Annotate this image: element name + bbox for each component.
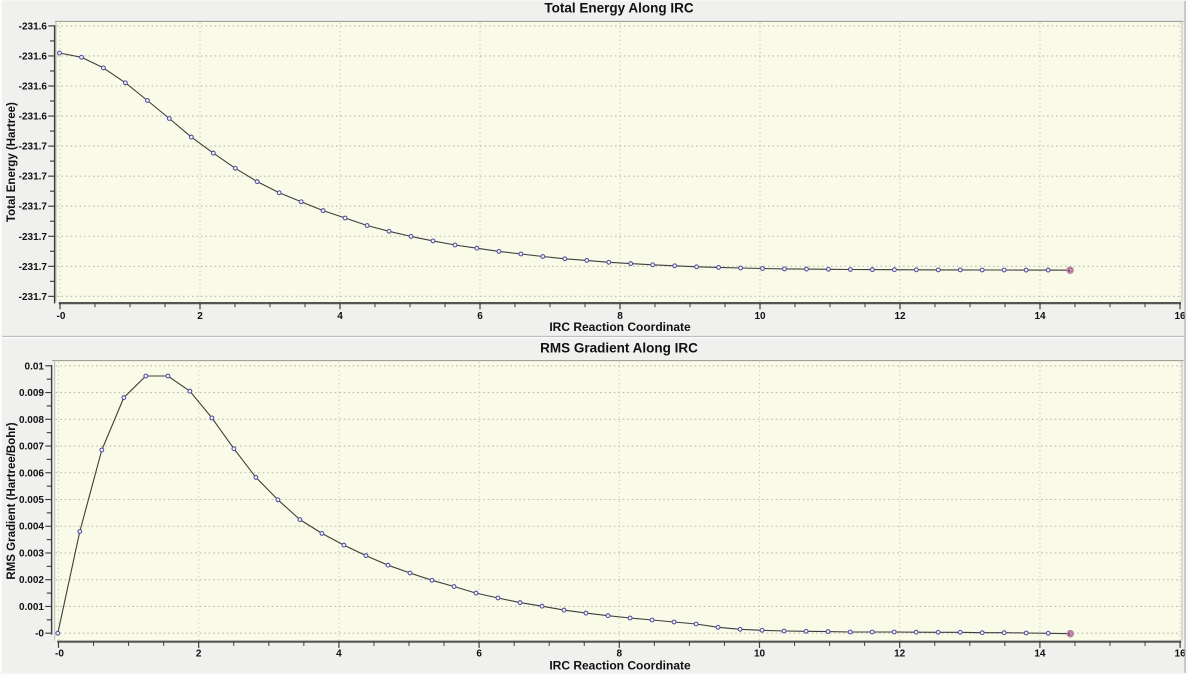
svg-text:0.009: 0.009 xyxy=(19,388,44,399)
svg-text:8: 8 xyxy=(617,649,623,660)
svg-text:6: 6 xyxy=(477,311,483,322)
svg-text:-231.6: -231.6 xyxy=(19,51,48,62)
svg-text:0.01: 0.01 xyxy=(25,361,45,372)
svg-text:-231.7: -231.7 xyxy=(19,232,48,243)
svg-text:-231.7: -231.7 xyxy=(19,172,48,183)
svg-text:0.002: 0.002 xyxy=(19,575,44,586)
svg-text:0.003: 0.003 xyxy=(19,548,44,559)
svg-text:8: 8 xyxy=(617,311,623,322)
svg-text:IRC Reaction Coordinate: IRC Reaction Coordinate xyxy=(549,320,691,334)
svg-text:-231.7: -231.7 xyxy=(19,202,48,213)
svg-text:Total Energy (Hartree): Total Energy (Hartree) xyxy=(6,102,18,222)
svg-text:-0: -0 xyxy=(35,629,44,640)
svg-text:16: 16 xyxy=(1174,311,1186,322)
svg-text:-231.6: -231.6 xyxy=(19,21,48,32)
svg-text:Total Energy Along IRC: Total Energy Along IRC xyxy=(544,0,694,15)
svg-text:10: 10 xyxy=(754,649,766,660)
svg-text:IRC Reaction Coordinate: IRC Reaction Coordinate xyxy=(549,659,691,673)
svg-text:10: 10 xyxy=(754,311,766,322)
svg-text:-231.7: -231.7 xyxy=(19,262,48,273)
svg-text:-231.7: -231.7 xyxy=(19,142,48,153)
svg-text:RMS Gradient (Hartree/Bohr): RMS Gradient (Hartree/Bohr) xyxy=(6,422,18,579)
svg-text:0.006: 0.006 xyxy=(19,468,44,479)
svg-text:-0: -0 xyxy=(55,649,64,660)
svg-text:0.004: 0.004 xyxy=(19,522,44,533)
svg-text:4: 4 xyxy=(337,311,343,322)
svg-text:-231.7: -231.7 xyxy=(19,292,48,303)
svg-text:6: 6 xyxy=(476,649,482,660)
svg-text:0.008: 0.008 xyxy=(19,415,44,426)
svg-text:0.007: 0.007 xyxy=(19,442,44,453)
svg-text:14: 14 xyxy=(1034,311,1046,322)
svg-text:RMS Gradient Along IRC: RMS Gradient Along IRC xyxy=(540,340,698,355)
svg-text:-231.6: -231.6 xyxy=(19,112,48,123)
svg-text:16: 16 xyxy=(1175,649,1187,660)
svg-text:14: 14 xyxy=(1034,649,1046,660)
svg-text:4: 4 xyxy=(336,649,342,660)
svg-text:2: 2 xyxy=(197,311,203,322)
svg-text:2: 2 xyxy=(196,649,202,660)
svg-text:0.001: 0.001 xyxy=(19,602,44,613)
svg-text:-0: -0 xyxy=(57,311,66,322)
svg-text:12: 12 xyxy=(894,311,906,322)
svg-text:12: 12 xyxy=(894,649,906,660)
svg-text:0.005: 0.005 xyxy=(19,495,44,506)
svg-text:-231.6: -231.6 xyxy=(19,82,48,93)
